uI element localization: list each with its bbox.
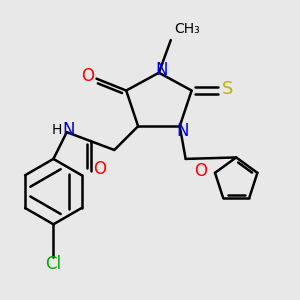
- Text: H: H: [52, 123, 62, 137]
- Text: O: O: [81, 67, 94, 85]
- Text: CH₃: CH₃: [174, 22, 200, 37]
- Text: N: N: [156, 61, 168, 79]
- Text: S: S: [222, 80, 233, 98]
- Text: O: O: [195, 162, 208, 180]
- Text: N: N: [62, 121, 75, 139]
- Text: O: O: [93, 160, 106, 178]
- Text: Cl: Cl: [45, 255, 62, 273]
- Text: N: N: [176, 122, 189, 140]
